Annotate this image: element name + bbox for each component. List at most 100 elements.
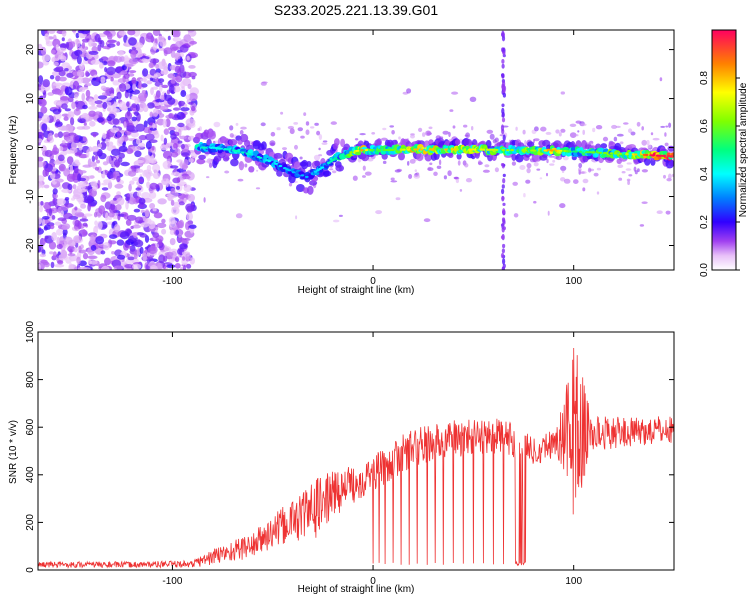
vertical-streak-blob: [502, 243, 506, 249]
noise-blob: [112, 118, 120, 125]
noise-blob: [168, 258, 175, 263]
ridge-core: [327, 161, 331, 164]
noise-blob: [68, 96, 74, 103]
faint-blob: [224, 170, 230, 174]
noise-blob: [187, 194, 195, 202]
noise-blob: [51, 215, 56, 220]
vertical-streak-blob: [502, 258, 506, 265]
faint-blob: [641, 169, 649, 173]
noise-blob: [138, 81, 142, 90]
faint-blob: [523, 193, 526, 198]
noise-blob: [152, 171, 161, 180]
faint-blob: [546, 158, 549, 164]
ridge-halo: [196, 158, 206, 165]
noise-blob: [171, 151, 179, 158]
faint-blob: [668, 122, 672, 128]
noise-blob: [165, 178, 169, 188]
noise-blob: [189, 52, 198, 58]
ridge-blob: [264, 161, 271, 165]
ridge-halo: [376, 138, 382, 147]
noise-blob: [138, 179, 144, 183]
vertical-streak-blob: [502, 134, 506, 142]
noise-blob: [106, 171, 115, 179]
ridge-core: [598, 151, 603, 154]
faint-blob: [628, 174, 633, 177]
noise-blob: [137, 169, 144, 173]
noise-blob: [161, 218, 166, 224]
noise-blob: [178, 233, 182, 238]
noise-blob: [84, 83, 92, 87]
faint-blob: [433, 171, 438, 176]
noise-blob: [157, 47, 165, 51]
ridge-halo: [276, 169, 283, 177]
noise-blob: [94, 166, 100, 171]
noise-blob: [101, 182, 109, 186]
snr-panel: -100 0 100 0 200 400 600 800 1000 Height of str…: [8, 320, 675, 595]
faint-blob: [452, 125, 456, 129]
faint-blob: [332, 219, 340, 223]
faint-blob: [545, 131, 552, 135]
noise-blob: [57, 260, 64, 265]
noise-blob: [38, 228, 44, 235]
faint-blob: [569, 123, 577, 128]
noise-blob: [79, 86, 89, 90]
noise-blob: [167, 97, 176, 105]
noise-blob: [54, 121, 63, 127]
noise-blob: [167, 196, 173, 202]
noise-blob: [73, 247, 78, 253]
ridge-core: [419, 148, 424, 151]
noise-blob: [56, 236, 60, 245]
faint-blob: [595, 125, 603, 130]
noise-blob: [167, 73, 176, 79]
noise-blob: [59, 166, 65, 171]
noise-blob: [169, 238, 176, 246]
ridge-halo: [238, 161, 245, 171]
noise-blob: [40, 106, 48, 114]
faint-blob: [641, 139, 647, 146]
noise-blob: [142, 169, 149, 177]
noise-blob: [78, 189, 87, 193]
faint-blob: [471, 126, 474, 131]
noise-blob: [162, 118, 167, 128]
noise-blob: [173, 201, 181, 208]
faint-blob: [596, 167, 602, 171]
noise-blob: [185, 203, 194, 212]
y-tick-label: 0: [25, 567, 36, 573]
faint-blob: [269, 140, 276, 147]
faint-blob: [413, 174, 421, 179]
noise-blob: [128, 37, 137, 46]
noise-blob: [112, 80, 120, 86]
noise-blob: [173, 107, 181, 111]
noise-blob: [178, 219, 185, 229]
noise-blob: [82, 136, 87, 142]
noise-blob: [117, 78, 126, 83]
noise-blob: [81, 267, 91, 270]
vertical-streak-blob: [501, 73, 505, 78]
faint-blob: [578, 167, 582, 172]
ridge-core: [651, 154, 656, 157]
faint-blob: [313, 154, 321, 161]
faint-blob: [235, 213, 243, 219]
y-tick-label: 200: [25, 514, 36, 531]
noise-blob: [108, 141, 114, 147]
faint-blob: [536, 168, 541, 171]
faint-blob: [534, 126, 539, 132]
noise-blob: [86, 149, 90, 158]
noise-blob: [81, 125, 91, 130]
noise-blob: [77, 182, 87, 186]
noise-blob: [149, 191, 157, 199]
noise-blob: [61, 188, 72, 193]
noise-blob: [103, 179, 112, 184]
faint-blob: [240, 126, 247, 130]
noise-blob: [132, 82, 137, 92]
ridge-core: [543, 149, 547, 152]
faint-blob: [282, 147, 287, 151]
faint-blob: [203, 197, 206, 203]
noise-blob: [93, 53, 99, 60]
faint-blob: [494, 167, 499, 173]
noise-blob: [162, 255, 168, 262]
ridge-core: [430, 148, 435, 151]
x-tick-label: -100: [162, 276, 182, 287]
faint-blob: [429, 162, 433, 166]
faint-blob: [558, 132, 562, 137]
